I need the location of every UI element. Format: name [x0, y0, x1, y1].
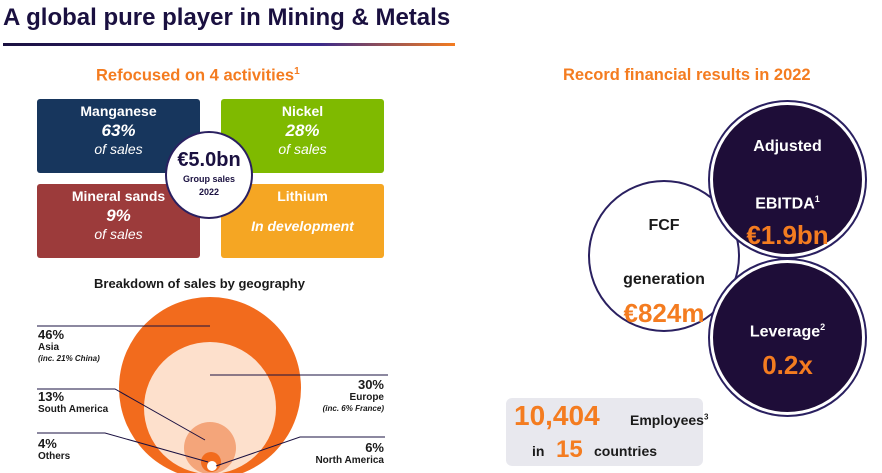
title-underline	[3, 43, 455, 46]
geo-south-america-name: South America	[38, 404, 109, 415]
geography-nested-circles	[37, 297, 388, 473]
employees-footnote: 3	[703, 412, 709, 422]
geo-label-others: 4% Others	[38, 437, 70, 463]
geo-label-europe: 30% Europe (inc. 6% France)	[300, 378, 384, 414]
tile-nickel-pct: 28%	[285, 121, 320, 140]
employees-prefix: in	[532, 443, 545, 459]
geo-europe-pct: 30%	[357, 377, 384, 392]
tile-mineral-sands-sub: of sales	[94, 226, 143, 242]
tile-manganese: Manganese 63% of sales	[37, 99, 200, 173]
geo-asia-name: Asia	[38, 342, 60, 353]
tile-lithium-status: In development	[251, 218, 354, 234]
geo-south-america-pct: 13%	[38, 389, 65, 404]
geo-label-asia: 46% Asia (inc. 21% China)	[38, 328, 100, 364]
geo-asia-pct: 46%	[38, 327, 65, 342]
tile-mineral-sands-name: Mineral sands	[71, 188, 166, 204]
activities-heading-text: Refocused on 4 activities	[96, 66, 295, 85]
geo-label-north-america: 6% North America	[300, 441, 384, 467]
geo-asia-note: (inc. 21% China)	[38, 354, 100, 363]
tile-lithium: Lithium In development	[221, 184, 384, 258]
financial-heading: Record financial results in 2022	[563, 66, 811, 84]
tile-manganese-pct: 63%	[101, 121, 136, 140]
tile-mineral-sands-pct: 9%	[106, 206, 131, 225]
tile-lithium-name: Lithium	[277, 188, 328, 204]
leverage-value: 0.2x	[762, 350, 813, 381]
ebitda-label-2-wrap: EBITDA1	[713, 189, 862, 214]
geo-north-america-pct: 6%	[365, 440, 384, 455]
geo-others-pct: 4%	[38, 436, 57, 451]
geo-north-america-name: North America	[315, 455, 384, 466]
ebitda-value: €1.9bn	[746, 220, 829, 251]
tile-manganese-sub: of sales	[94, 141, 143, 157]
group-sales-value: €5.0bn	[177, 149, 241, 171]
fcf-value: €824m	[623, 298, 705, 328]
leader-others	[37, 432, 209, 463]
geo-europe-name: Europe	[349, 392, 384, 403]
group-sales-circle: €5.0bn Group sales 2022	[165, 131, 253, 219]
leverage-bubble: Leverage2 0.2x	[710, 260, 865, 415]
employees-box: 10,404 Employees3 in 15 countries	[506, 398, 708, 466]
circle-others	[207, 461, 217, 471]
fcf-label-2: generation	[623, 271, 705, 288]
geo-europe-note: (inc. 6% France)	[322, 404, 384, 413]
fcf-label-1: FCF	[648, 217, 680, 234]
leverage-footnote: 2	[820, 322, 826, 332]
leader-south-america	[37, 388, 206, 441]
page-title: A global pure player in Mining & Metals	[3, 4, 451, 31]
ebitda-label-2: EBITDA	[755, 195, 815, 213]
employees-label-wrap: Employees3	[630, 412, 708, 428]
activities-heading: Refocused on 4 activities1	[96, 66, 300, 86]
geo-label-south-america: 13% South America	[38, 390, 108, 416]
geo-others-name: Others	[38, 451, 71, 462]
tile-nickel-sub: of sales	[278, 141, 327, 157]
group-sales-year: 2022	[198, 187, 220, 197]
tile-manganese-name: Manganese	[80, 103, 157, 119]
leverage-label-wrap: Leverage2	[713, 317, 862, 342]
employees-label: Employees	[630, 412, 704, 428]
leverage-label: Leverage	[749, 323, 821, 341]
activities-heading-footnote: 1	[294, 66, 300, 77]
ebitda-footnote: 1	[814, 194, 820, 204]
geography-heading: Breakdown of sales by geography	[94, 276, 305, 291]
tile-nickel-name: Nickel	[281, 103, 324, 119]
ebitda-bubble: Adjusted EBITDA1 €1.9bn	[710, 102, 865, 257]
countries-count: 15	[556, 436, 583, 463]
countries-label: countries	[594, 443, 658, 459]
leader-north-america	[215, 436, 385, 467]
ebitda-label-1: Adjusted	[753, 138, 822, 155]
circle-south-america	[184, 422, 236, 473]
group-sales-label: Group sales	[182, 174, 236, 184]
employees-count: 10,404	[514, 400, 600, 431]
